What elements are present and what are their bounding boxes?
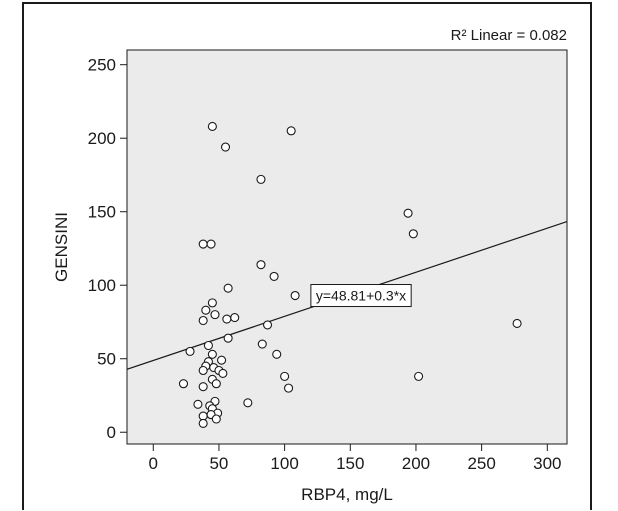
data-point [243, 398, 253, 408]
y-tick-label: 50 [97, 350, 116, 369]
data-point [257, 339, 267, 349]
data-point [223, 283, 233, 293]
data-point [414, 371, 424, 381]
data-point [290, 290, 300, 301]
chart-frame [22, 2, 592, 510]
data-point [256, 260, 266, 270]
data-point [512, 318, 522, 328]
data-point [206, 239, 216, 249]
data-point [193, 399, 203, 409]
data-point [262, 320, 273, 330]
data-point [201, 305, 211, 315]
data-point [256, 174, 266, 184]
x-tick-label: 0 [149, 454, 158, 473]
data-point [230, 313, 240, 323]
data-points [178, 121, 522, 428]
x-tick-label: 200 [402, 454, 430, 473]
data-point [218, 368, 228, 378]
equation-box [310, 284, 412, 308]
x-axis-title: RBP4, mg/L [301, 485, 393, 504]
y-axis: 0 50 100 150 200 250 [88, 56, 127, 442]
y-axis-title: GENSINI [52, 212, 71, 282]
data-point [198, 239, 208, 249]
data-point [198, 411, 208, 421]
data-point [203, 340, 213, 351]
y-tick-label: 100 [88, 276, 116, 295]
y-tick-label: 0 [107, 423, 116, 442]
fit-equation-box: y=48.81+0.3*x [310, 284, 412, 308]
data-point [185, 346, 195, 356]
x-tick-label: 50 [209, 454, 228, 473]
y-tick-label: 150 [88, 203, 116, 222]
x-tick-label: 150 [336, 454, 364, 473]
data-point [178, 379, 189, 389]
data-point [222, 314, 232, 324]
data-point [408, 229, 418, 239]
equation-label: y=48.81+0.3*x [316, 288, 406, 304]
data-point [207, 298, 217, 308]
data-point [198, 365, 208, 376]
data-point [198, 315, 208, 326]
data-point [284, 383, 294, 393]
x-axis: 0 50 100 150 200 250 300 [149, 444, 561, 473]
plot-area [126, 49, 568, 445]
data-point [269, 271, 279, 281]
data-point [217, 355, 227, 365]
data-point [211, 414, 221, 424]
y-tick-label: 250 [88, 56, 116, 75]
data-point [286, 126, 296, 136]
data-point [272, 349, 282, 359]
y-tick-label: 200 [88, 129, 116, 148]
data-point [211, 379, 221, 389]
data-point [198, 418, 208, 428]
x-tick-label: 250 [467, 454, 495, 473]
data-point [223, 333, 233, 343]
data-point [207, 121, 217, 131]
x-tick-label: 100 [270, 454, 298, 473]
x-tick-label: 300 [533, 454, 561, 473]
data-point [280, 371, 290, 381]
data-point [403, 208, 413, 218]
data-point [210, 310, 220, 320]
data-point [198, 382, 208, 392]
data-point [207, 349, 217, 359]
data-point [220, 142, 231, 152]
r2-label: R² Linear = 0.082 [451, 27, 567, 44]
